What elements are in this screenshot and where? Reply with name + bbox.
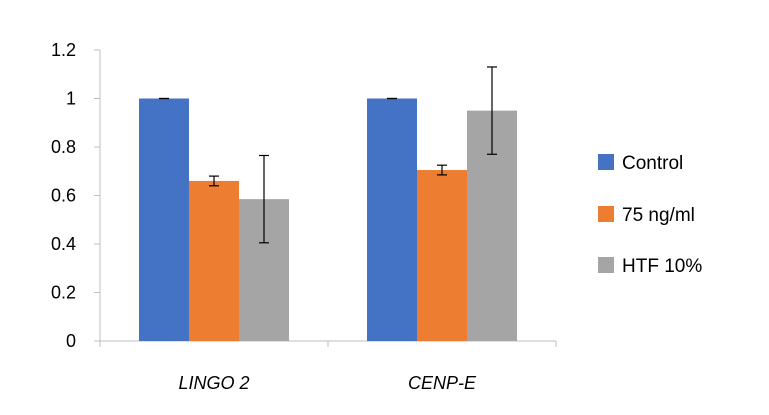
legend-label: Control <box>622 153 683 174</box>
bar <box>189 180 239 341</box>
legend-label: 75 ng/ml <box>622 205 695 226</box>
legend: Control 75 ng/ml HTF 10% <box>598 153 702 277</box>
error-bars <box>159 66 497 244</box>
y-tick-label: 0.6 <box>51 186 76 206</box>
bar <box>367 98 417 341</box>
y-axis: 0 0.2 0.4 0.6 0.8 1 1.2 <box>51 40 101 351</box>
legend-label: HTF 10% <box>622 256 702 277</box>
legend-swatch <box>598 206 614 222</box>
x-axis: LINGO 2 CENP-E <box>99 340 557 393</box>
bars <box>139 98 517 341</box>
x-category-label: LINGO 2 <box>178 373 249 393</box>
y-tick-label: 1 <box>66 89 76 109</box>
y-tick-label: 1.2 <box>51 40 76 60</box>
bar <box>417 170 467 341</box>
y-tick-label: 0 <box>66 331 76 351</box>
legend-swatch <box>598 154 614 170</box>
y-tick-label: 0.2 <box>51 283 76 303</box>
y-tick-label: 0.8 <box>51 137 76 157</box>
x-category-label: CENP-E <box>408 373 477 393</box>
y-tick-label: 0.4 <box>51 234 76 254</box>
bar <box>139 98 189 341</box>
legend-swatch <box>598 257 614 273</box>
